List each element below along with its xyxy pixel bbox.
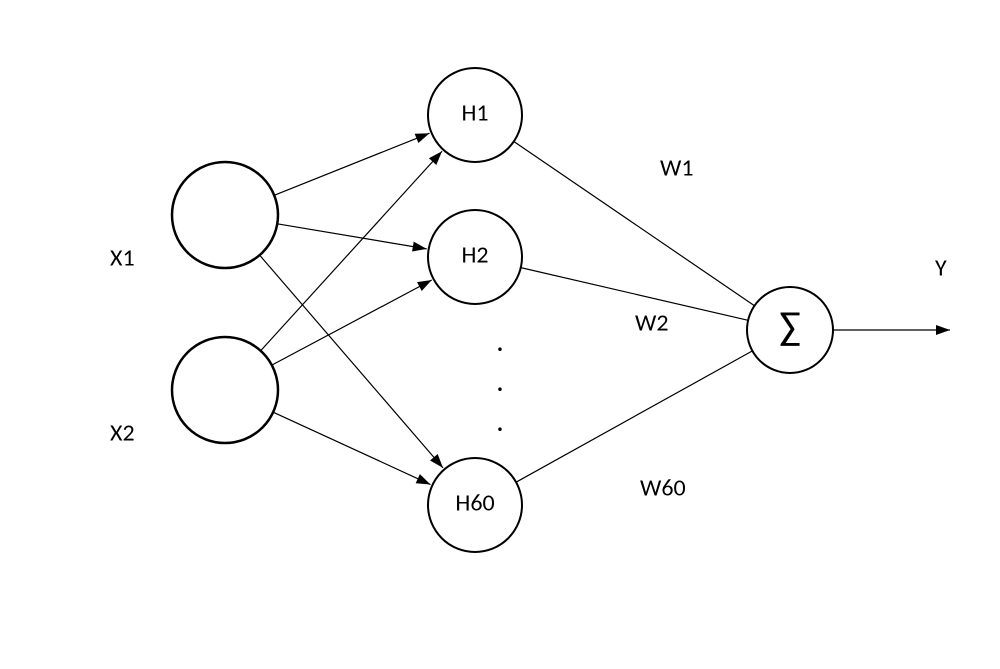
arrow-head	[417, 280, 432, 291]
node-x2	[172, 337, 278, 443]
edge-x1-h60	[260, 255, 443, 468]
neural-network-diagram: H1 H2 H60 ∑... X1 X2 W1 W2 W60 Y	[0, 0, 1000, 669]
label-x2: X2	[110, 419, 135, 448]
ellipsis-dot: .	[497, 329, 503, 358]
edge-x1-h1	[274, 133, 429, 195]
label-w60: W60	[640, 474, 686, 503]
node-label-h60: H60	[455, 489, 494, 518]
edge-x1-h2	[277, 224, 426, 249]
arrow-head	[430, 454, 443, 468]
edge-h60-sum	[516, 351, 752, 482]
edge-x2-h60	[273, 412, 430, 484]
edge-x2-h1	[261, 151, 442, 351]
node-label-sum: ∑	[779, 302, 801, 351]
arrow-head	[415, 133, 430, 143]
edge-x2-h2	[272, 280, 432, 365]
edge-h1-sum	[514, 141, 755, 305]
node-x1	[172, 162, 278, 268]
ellipsis-dot: .	[497, 409, 503, 438]
node-label-h2: H2	[461, 241, 488, 270]
arrow-head	[936, 325, 950, 335]
arrow-head	[416, 474, 431, 484]
label-x1: X1	[110, 244, 135, 273]
label-w2: W2	[635, 309, 669, 338]
node-label-h1: H1	[461, 99, 488, 128]
arrow-head	[412, 242, 427, 252]
label-y: Y	[935, 254, 947, 283]
label-w1: W1	[660, 154, 694, 183]
ellipsis-dot: .	[497, 369, 503, 398]
